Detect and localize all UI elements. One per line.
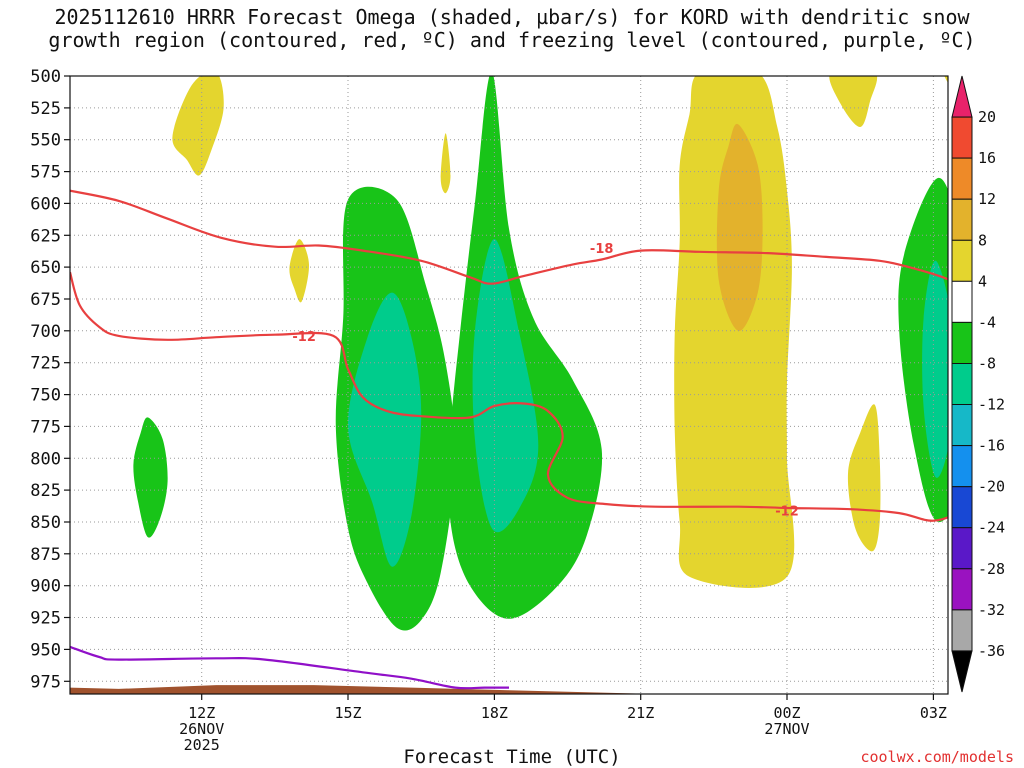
y-tick-label-525: 525 [30, 99, 61, 119]
omega-yellow-2 [289, 239, 310, 303]
x-tick-label-21Z: 21Z [627, 704, 654, 722]
x-tick-sublabel-00Z-0: 27NOV [764, 720, 809, 738]
omega-yellow-6 [944, 76, 948, 83]
grid-layer [70, 75, 948, 694]
y-tick-label-825: 825 [30, 481, 61, 501]
colorbar: 20 16 12 8 4 -4 -8 -12 -16 -20 -24 -28 -32 -36 [951, 75, 1005, 693]
omega-teal-3 [472, 239, 539, 533]
colorbar-swatch-11 [951, 527, 973, 570]
x-tick-label-15Z: 15Z [334, 704, 361, 722]
colorbar-label-4: 4 [978, 272, 987, 290]
x-tick-label-18Z: 18Z [481, 704, 508, 722]
colorbar-label-5: -4 [978, 313, 996, 331]
credit-link[interactable]: coolwx.com/models [860, 748, 1014, 766]
freezing-level [70, 645, 509, 690]
colorbar-swatch-8 [951, 404, 973, 447]
chart-title-line2: growth region (contoured, red, ºC) and f… [48, 28, 976, 52]
colorbar-swatch-6 [951, 321, 973, 364]
colorbar-label-9: -20 [978, 478, 1005, 496]
x-tick-sublabel-12Z-1: 2025 [184, 736, 220, 754]
colorbar-label-10: -24 [978, 519, 1005, 537]
dgz-lower-12-label-1: -12 [775, 505, 799, 520]
colorbar-label-12: -32 [978, 601, 1005, 619]
colorbar-swatch-12 [951, 568, 973, 611]
y-tick-label-775: 775 [30, 417, 61, 437]
y-tick-label-925: 925 [30, 609, 61, 629]
colorbar-swatch-7 [951, 363, 973, 406]
y-tick-label-550: 550 [30, 131, 61, 151]
x-tick-sublabel-12Z-0: 26NOV [179, 720, 224, 738]
colorbar-label-8: -16 [978, 437, 1005, 455]
colorbar-swatch-13 [951, 609, 973, 652]
omega-yellow-7 [847, 404, 881, 552]
terrain-layer [70, 685, 948, 694]
colorbar-label-13: -36 [978, 642, 1005, 660]
y-tick-label-625: 625 [30, 226, 61, 246]
colorbar-bottom-arrow [951, 650, 973, 693]
y-tick-label-975: 975 [30, 672, 61, 692]
colorbar-label-2: 12 [978, 190, 996, 208]
colorbar-swatch-1 [951, 116, 973, 159]
omega-green-1 [133, 417, 168, 538]
omega-teal-2 [347, 292, 422, 567]
omega-yellow-4 [674, 76, 795, 588]
y-tick-label-575: 575 [30, 163, 61, 183]
colorbar-swatch-9 [951, 445, 973, 488]
colorbar-label-3: 8 [978, 231, 987, 249]
dgz-lower-12 [70, 271, 948, 522]
ground [70, 685, 948, 694]
dgz-lower-12-label-0: -12 [292, 330, 316, 345]
y-tick-label-750: 750 [30, 386, 61, 406]
axes-layer: 500 525 550 575 600 625 650 675 700 725 750 775 800 8… [30, 67, 949, 754]
dgz-upper-18 [70, 189, 948, 285]
y-tick-label-850: 850 [30, 513, 61, 533]
omega-yellow-1 [172, 76, 224, 176]
y-tick-label-900: 900 [30, 577, 61, 597]
y-tick-label-600: 600 [30, 194, 61, 214]
dgz-upper-18-label-0: -18 [590, 242, 614, 257]
y-tick-label-950: 950 [30, 640, 61, 660]
y-tick-label-725: 725 [30, 354, 61, 374]
x-tick-label-00Z: 00Z [773, 704, 800, 722]
chart-title-line1: 2025112610 HRRR Forecast Omega (shaded, … [54, 5, 970, 29]
colorbar-label-7: -12 [978, 396, 1005, 414]
plot-frame [69, 75, 949, 695]
colorbar-swatch-10 [951, 486, 973, 529]
omega-teal-4 [922, 260, 948, 478]
omega-orange-1 [716, 123, 763, 331]
y-tick-label-650: 650 [30, 258, 61, 278]
x-axis-label: Forecast Time (UTC) [403, 746, 621, 768]
colorbar-label-11: -28 [978, 560, 1005, 578]
x-tick-label-12Z: 12Z [188, 704, 215, 722]
y-tick-label-675: 675 [30, 290, 61, 310]
colorbar-swatch-2 [951, 157, 973, 200]
omega-yellow-3 [440, 133, 451, 194]
colorbar-swatch-5 [951, 280, 973, 323]
colorbar-swatch-4 [951, 239, 973, 282]
colorbar-label-1: 16 [978, 149, 996, 167]
colorbar-top-arrow [951, 75, 973, 118]
omega-yellow-5 [829, 76, 878, 128]
omega-shading-layer [133, 76, 948, 631]
colorbar-swatch-3 [951, 198, 973, 241]
y-tick-label-875: 875 [30, 545, 61, 565]
y-tick-label-700: 700 [30, 322, 61, 342]
x-tick-label-03Z: 03Z [920, 704, 947, 722]
y-tick-label-800: 800 [30, 449, 61, 469]
chart-title: 2025112610 HRRR Forecast Omega (shaded, … [0, 6, 1024, 52]
contour-layer: -18 -12 -12 [70, 189, 948, 690]
colorbar-label-0: 20 [978, 108, 996, 126]
omega-green-3 [448, 76, 603, 619]
y-tick-label-500: 500 [30, 67, 61, 87]
colorbar-label-6: -8 [978, 355, 996, 373]
